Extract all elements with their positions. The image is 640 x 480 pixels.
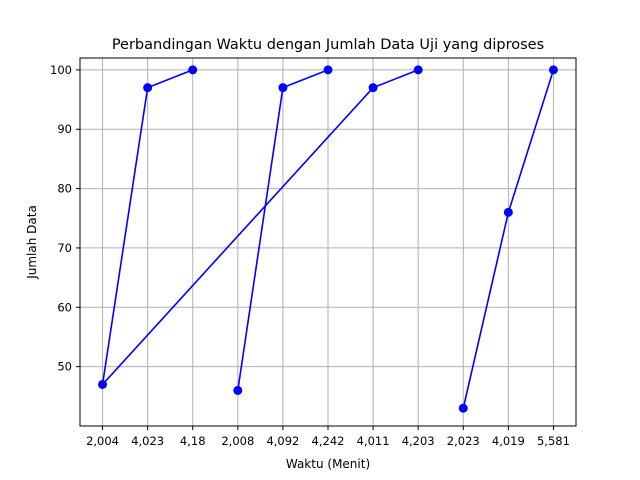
x-tick-label: 4,011 bbox=[357, 434, 390, 448]
tick-layer: 2,004 4,023 4,18 2,008 4,092 4,242 4,011 4,203 2… bbox=[50, 63, 570, 448]
data-point bbox=[98, 379, 108, 389]
y-tick-label: 60 bbox=[57, 300, 72, 314]
data-point bbox=[548, 65, 558, 75]
series-line bbox=[101, 69, 419, 385]
y-tick-label: 90 bbox=[57, 122, 72, 136]
x-axis-label: Waktu (Menit) bbox=[286, 457, 370, 471]
x-tick-label: 4,092 bbox=[266, 434, 299, 448]
y-tick-label: 50 bbox=[57, 360, 72, 374]
y-tick-label: 80 bbox=[57, 182, 72, 196]
data-point bbox=[143, 83, 153, 93]
plot-frame bbox=[79, 57, 577, 427]
data-point bbox=[503, 207, 513, 217]
x-tick-label: 2,008 bbox=[221, 434, 254, 448]
x-tick-label: 4,18 bbox=[180, 434, 206, 448]
x-tick-label: 2,023 bbox=[447, 434, 480, 448]
x-tick-label: 2,004 bbox=[86, 434, 119, 448]
x-tick-label: 5,581 bbox=[537, 434, 570, 448]
data-point bbox=[413, 65, 423, 75]
data-point bbox=[458, 403, 468, 413]
data-point bbox=[368, 83, 378, 93]
x-tick-label: 4,203 bbox=[402, 434, 435, 448]
data-point bbox=[323, 65, 333, 75]
data-point bbox=[278, 83, 288, 93]
chart-title: Perbandingan Waktu dengan Jumlah Data Uj… bbox=[112, 37, 544, 53]
x-tick-label: 4,023 bbox=[131, 434, 164, 448]
data-point bbox=[233, 385, 243, 395]
x-tick-label: 4,019 bbox=[492, 434, 525, 448]
y-tick-label: 70 bbox=[57, 241, 72, 255]
series-layer bbox=[98, 65, 558, 413]
y-axis-label: Jumlah Data bbox=[25, 205, 39, 280]
y-tick-label: 100 bbox=[50, 63, 72, 77]
data-point bbox=[188, 65, 198, 75]
x-tick-label: 4,242 bbox=[312, 434, 345, 448]
